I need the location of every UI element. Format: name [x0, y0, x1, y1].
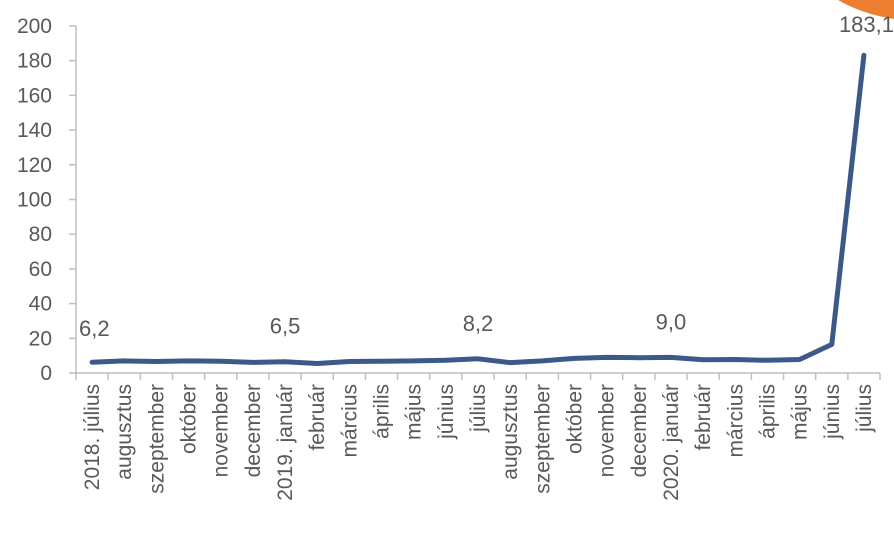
y-tick-label: 180 — [17, 50, 52, 73]
y-tick-label: 0 — [40, 362, 52, 385]
y-tick-label: 200 — [17, 15, 52, 38]
x-tick-label: február — [692, 384, 715, 451]
x-tick-label: március — [338, 384, 361, 458]
series-group — [89, 52, 867, 366]
x-tick-label: november — [210, 384, 233, 477]
x-tick-label: július — [467, 384, 490, 433]
orange-decoration — [838, 0, 894, 19]
data-labels: 6,2 6,5 8,2 9,0 183,1 — [79, 12, 894, 341]
x-tick-label: július — [853, 384, 876, 433]
y-tick-label: 140 — [17, 119, 52, 142]
x-tick-label: november — [596, 384, 619, 477]
x-tick-label: 2018. július — [81, 384, 104, 490]
x-tick-label: október — [178, 384, 201, 454]
y-axis: 0 20 40 60 80 100 120 140 160 180 200 — [17, 15, 77, 385]
x-tick-label: május — [789, 384, 812, 440]
y-tick-label: 160 — [17, 84, 52, 107]
x-tick-label: február — [306, 384, 329, 451]
series-line — [89, 52, 867, 366]
data-label: 8,2 — [463, 311, 494, 336]
x-tick-label: augusztus — [113, 384, 136, 480]
x-tick-label: május — [403, 384, 426, 440]
x-tick-label: 2020. január — [660, 384, 683, 501]
x-tick-label: augusztus — [499, 384, 522, 480]
x-tick-label: 2019. január — [274, 384, 297, 501]
data-label: 6,5 — [270, 314, 301, 339]
x-tick-label: június — [821, 384, 844, 440]
y-tick-label: 120 — [17, 154, 52, 177]
data-label: 183,1 — [839, 12, 894, 37]
y-tick-label: 60 — [29, 258, 52, 281]
x-tick-label: december — [242, 384, 265, 477]
x-tick-label: december — [628, 384, 651, 477]
data-label: 9,0 — [656, 309, 687, 334]
x-tick-label: április — [371, 384, 394, 439]
x-tick-label: április — [756, 384, 779, 439]
x-tick-label: június — [435, 384, 458, 440]
y-tick-label: 80 — [29, 223, 52, 246]
x-tick-label: október — [563, 384, 586, 454]
y-tick-label: 20 — [29, 327, 52, 350]
data-label: 6,2 — [79, 316, 110, 341]
y-tick-label: 100 — [17, 189, 52, 212]
x-axis: 2018. július augusztus szeptember október no… — [75, 372, 881, 501]
x-tick-label: szeptember — [531, 384, 554, 494]
x-tick-label: március — [724, 384, 747, 458]
y-tick-label: 40 — [29, 293, 52, 316]
x-tick-label: szeptember — [145, 384, 168, 494]
